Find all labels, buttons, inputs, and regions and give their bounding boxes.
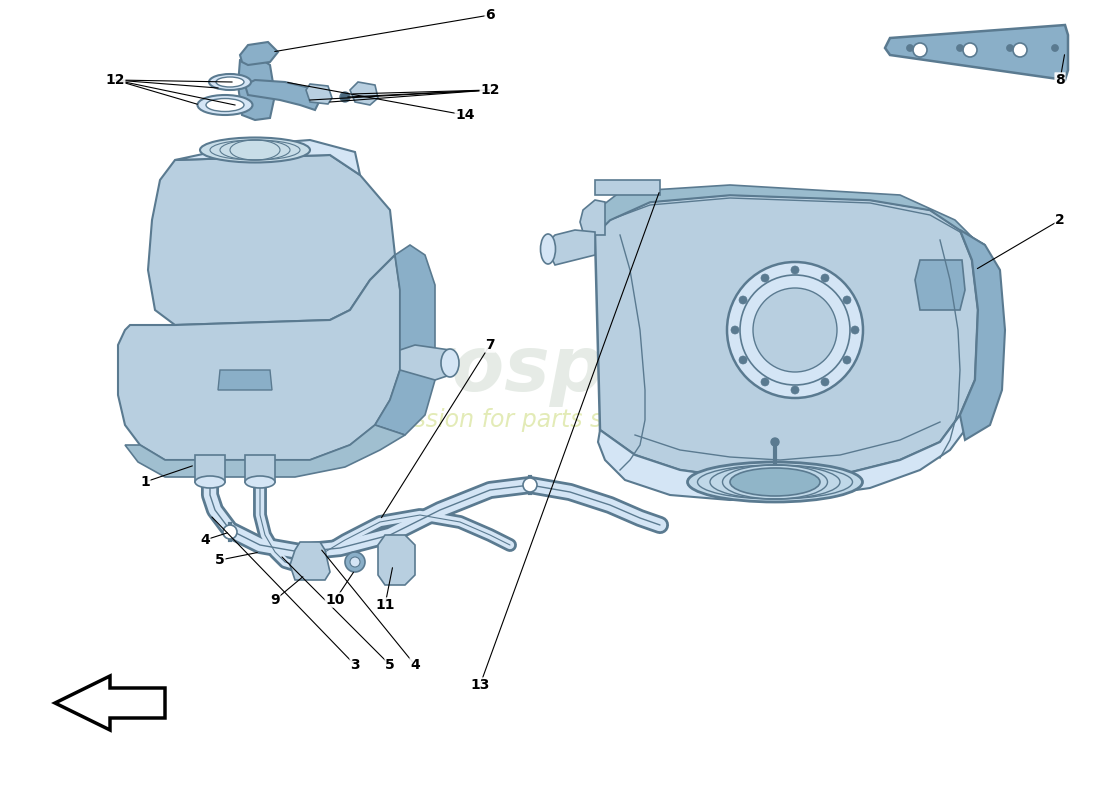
Circle shape <box>821 274 829 282</box>
Polygon shape <box>290 542 330 580</box>
Text: 9: 9 <box>271 593 279 607</box>
Polygon shape <box>378 535 415 585</box>
Polygon shape <box>598 415 965 500</box>
Polygon shape <box>915 260 965 310</box>
Polygon shape <box>245 80 320 110</box>
Text: 12: 12 <box>106 73 124 87</box>
Circle shape <box>761 274 769 282</box>
Circle shape <box>350 557 360 567</box>
Text: 5: 5 <box>216 553 224 567</box>
Polygon shape <box>240 42 278 65</box>
Ellipse shape <box>198 95 253 115</box>
Text: 11: 11 <box>375 598 395 612</box>
Circle shape <box>791 266 799 274</box>
Text: eurospares: eurospares <box>309 333 791 407</box>
Circle shape <box>906 45 913 51</box>
Circle shape <box>791 386 799 394</box>
Text: 14: 14 <box>455 108 475 122</box>
Text: 8: 8 <box>1055 73 1065 87</box>
Circle shape <box>771 438 779 446</box>
Circle shape <box>962 43 977 57</box>
Text: 4: 4 <box>410 658 420 672</box>
Circle shape <box>1052 45 1058 51</box>
Text: 13: 13 <box>471 678 490 692</box>
Text: a passion for parts since 1985: a passion for parts since 1985 <box>362 408 718 432</box>
Ellipse shape <box>216 77 244 87</box>
Ellipse shape <box>730 468 820 496</box>
Polygon shape <box>125 425 405 477</box>
Polygon shape <box>375 245 434 435</box>
Polygon shape <box>400 345 450 380</box>
Ellipse shape <box>245 476 275 488</box>
Text: 10: 10 <box>326 593 344 607</box>
Circle shape <box>739 296 747 304</box>
Circle shape <box>522 478 537 492</box>
Polygon shape <box>580 200 605 235</box>
Polygon shape <box>350 82 378 105</box>
Text: 6: 6 <box>485 8 495 22</box>
Polygon shape <box>118 255 400 460</box>
Ellipse shape <box>206 98 244 111</box>
Circle shape <box>340 92 350 102</box>
Circle shape <box>843 356 851 364</box>
Ellipse shape <box>209 74 251 90</box>
Circle shape <box>754 288 837 372</box>
Polygon shape <box>306 84 332 104</box>
Circle shape <box>843 296 851 304</box>
Circle shape <box>1006 45 1013 51</box>
Polygon shape <box>218 370 272 390</box>
Ellipse shape <box>195 476 226 488</box>
Ellipse shape <box>441 349 459 377</box>
Text: 12: 12 <box>481 83 499 97</box>
Ellipse shape <box>688 462 862 502</box>
Circle shape <box>1013 43 1027 57</box>
Text: 1: 1 <box>140 475 150 489</box>
Circle shape <box>851 326 859 334</box>
Polygon shape <box>886 25 1068 80</box>
Polygon shape <box>238 55 275 120</box>
Circle shape <box>727 262 864 398</box>
Circle shape <box>732 326 739 334</box>
Polygon shape <box>960 230 1005 440</box>
Text: 3: 3 <box>350 658 360 672</box>
Text: 5: 5 <box>385 658 395 672</box>
Ellipse shape <box>200 138 310 162</box>
Circle shape <box>345 552 365 572</box>
Circle shape <box>761 378 769 386</box>
Polygon shape <box>148 155 395 325</box>
Ellipse shape <box>540 234 556 264</box>
Polygon shape <box>195 455 226 482</box>
Circle shape <box>223 525 236 539</box>
Polygon shape <box>595 180 660 195</box>
Polygon shape <box>548 230 595 265</box>
Polygon shape <box>175 140 360 175</box>
Polygon shape <box>55 676 165 730</box>
Circle shape <box>957 45 964 51</box>
Polygon shape <box>245 455 275 482</box>
Text: 2: 2 <box>1055 213 1065 227</box>
Text: 4: 4 <box>200 533 210 547</box>
Text: 7: 7 <box>485 338 495 352</box>
Polygon shape <box>595 195 978 480</box>
Circle shape <box>913 43 927 57</box>
Circle shape <box>821 378 829 386</box>
Polygon shape <box>583 185 984 245</box>
Circle shape <box>739 356 747 364</box>
